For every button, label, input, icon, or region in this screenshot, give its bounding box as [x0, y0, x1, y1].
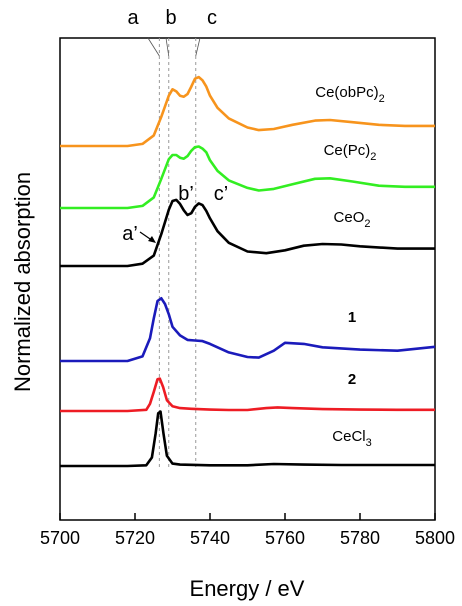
- reference-leader-b: [165, 37, 170, 57]
- reference-label-c: c: [207, 7, 217, 29]
- x-tick-label-1: 5720: [115, 528, 155, 548]
- plot-frame: [59, 37, 436, 521]
- series-line-0: [60, 75, 435, 148]
- reference-label-b: b: [165, 7, 176, 29]
- series-line-1: [60, 145, 435, 210]
- series-label-0: Ce(obPc)2: [315, 84, 384, 105]
- series-label-5: CeCl3: [332, 428, 371, 449]
- reference-leader-a: [147, 37, 160, 57]
- series-line-2: [60, 198, 435, 268]
- x-tick-label-0: 5700: [40, 528, 80, 548]
- series-label-main-3: 1: [348, 309, 356, 326]
- series-label-sub-2: 2: [364, 218, 370, 230]
- series-line-3: [60, 297, 436, 363]
- series-label-sub-5: 3: [366, 437, 372, 449]
- x-tick-label-4: 5780: [340, 528, 380, 548]
- reference-label-a: a: [127, 7, 139, 29]
- series-label-main-1: Ce(Pc): [324, 142, 371, 159]
- x-tick-label-3: 5760: [265, 528, 305, 548]
- peak-arrow-head: [148, 236, 156, 243]
- series-label-4: 2: [348, 371, 356, 388]
- series-label-sub-0: 2: [379, 93, 385, 105]
- series-label-1: Ce(Pc)2: [324, 142, 377, 163]
- series-label-main-0: Ce(obPc): [315, 84, 378, 101]
- series-label-main-2: CeO: [334, 209, 365, 226]
- reference-leader-c: [195, 37, 201, 57]
- series-label-main-4: 2: [348, 371, 356, 388]
- y-axis-title: Normalized absorption: [10, 172, 35, 392]
- x-tick-label-2: 5740: [190, 528, 230, 548]
- series-label-main-5: CeCl: [332, 428, 365, 445]
- peak-label-0: a’: [122, 223, 138, 245]
- x-axis-title: Energy / eV: [190, 576, 305, 601]
- x-tick-label-5: 5800: [415, 528, 455, 548]
- series-label-3: 1: [348, 309, 356, 326]
- series-label-sub-1: 2: [370, 151, 376, 163]
- peak-label-1: b’: [178, 183, 194, 205]
- series-line-4: [60, 377, 435, 413]
- series-line-5: [60, 410, 435, 468]
- series-label-2: CeO2: [334, 209, 371, 230]
- peak-label-2: c’: [214, 183, 228, 205]
